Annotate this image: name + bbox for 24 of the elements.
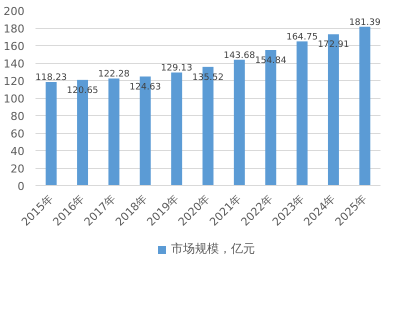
data-label: 118.23 bbox=[35, 73, 67, 84]
bar bbox=[296, 41, 308, 186]
y-tick-label: 40 bbox=[10, 145, 25, 158]
legend-label: 市场规模，亿元 bbox=[171, 240, 255, 258]
y-tick-label: 20 bbox=[10, 162, 25, 176]
y-tick-label: 100 bbox=[4, 92, 25, 106]
data-label: 164.75 bbox=[286, 32, 318, 42]
bar bbox=[359, 26, 370, 186]
bar bbox=[234, 60, 245, 186]
y-tick-label: 120 bbox=[4, 75, 25, 88]
data-label: 181.39 bbox=[349, 18, 381, 28]
y-tick-label: 140 bbox=[4, 58, 25, 70]
y-tick-label: 200 bbox=[4, 5, 25, 18]
data-label: 122.28 bbox=[98, 70, 130, 80]
bar bbox=[46, 82, 57, 186]
y-tick-label: 80 bbox=[10, 110, 25, 123]
data-label: 129.13 bbox=[160, 64, 192, 74]
y-tick-label: 180 bbox=[4, 22, 25, 36]
y-tick-label: 60 bbox=[10, 128, 25, 140]
data-label: 143.68 bbox=[224, 50, 256, 61]
y-tick-label: 0 bbox=[18, 180, 24, 193]
bar bbox=[171, 72, 182, 186]
bar bbox=[108, 78, 120, 186]
y-tick-label: 160 bbox=[4, 40, 25, 53]
